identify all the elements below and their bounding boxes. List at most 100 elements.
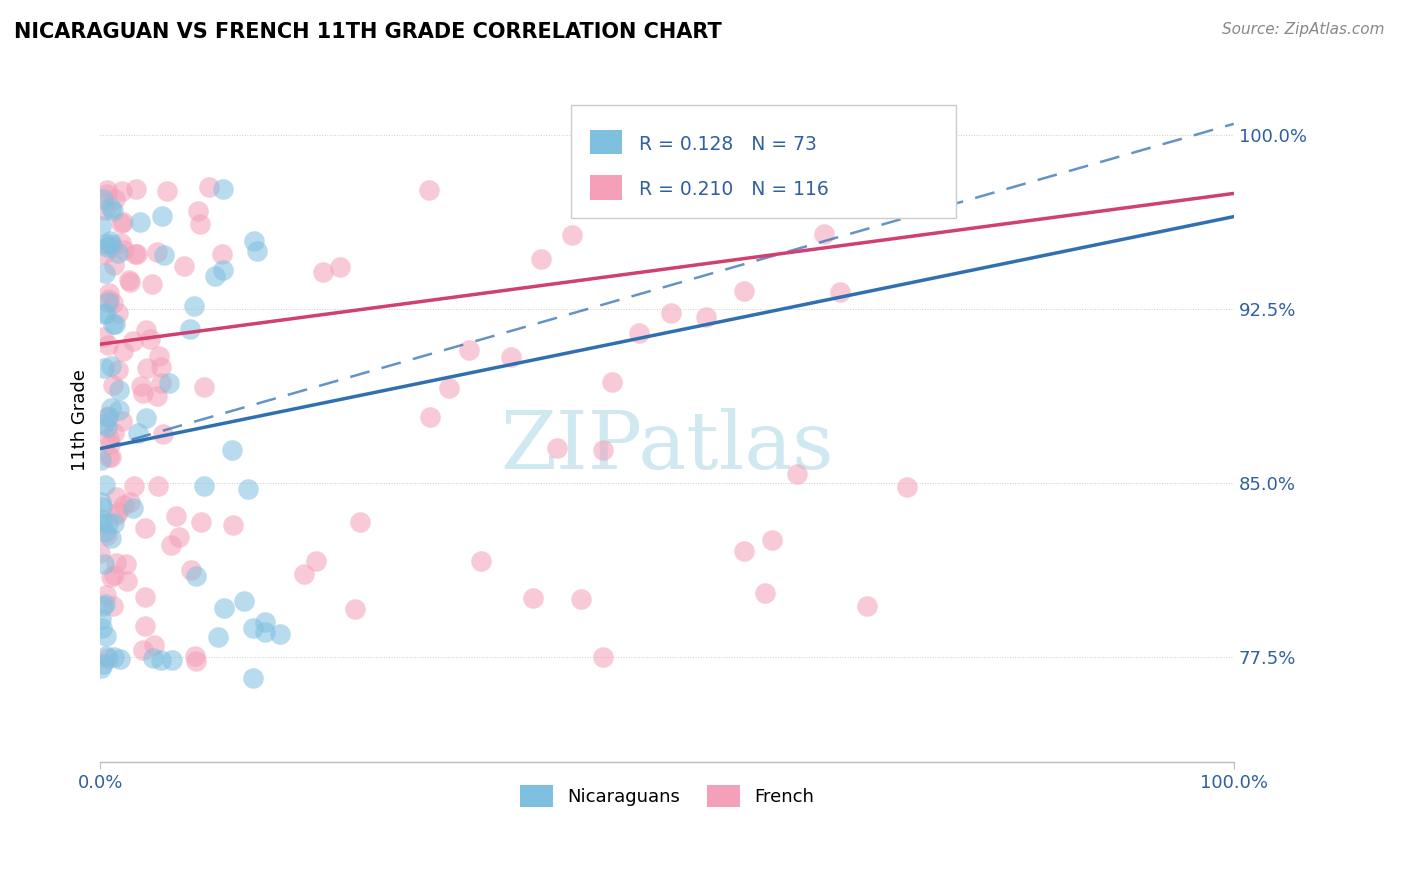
Point xyxy=(761,533,783,547)
Point xyxy=(269,627,291,641)
Point xyxy=(94,597,117,611)
Point xyxy=(103,649,125,664)
Point xyxy=(91,193,114,207)
Point xyxy=(96,183,118,197)
Point xyxy=(107,306,129,320)
Point xyxy=(96,186,118,201)
Point xyxy=(157,376,180,390)
Point xyxy=(90,219,112,234)
Point xyxy=(207,630,229,644)
Legend: Nicaraguans, French: Nicaraguans, French xyxy=(513,778,821,814)
Point xyxy=(91,599,114,614)
Point xyxy=(659,306,682,320)
Point xyxy=(103,516,125,531)
Point xyxy=(173,259,195,273)
Point xyxy=(813,227,835,241)
Point xyxy=(94,588,117,602)
Point xyxy=(100,531,122,545)
Point xyxy=(183,299,205,313)
Point xyxy=(93,417,115,431)
Text: R = 0.128   N = 73: R = 0.128 N = 73 xyxy=(638,135,817,153)
Point xyxy=(329,260,352,274)
Point xyxy=(111,414,134,428)
Point xyxy=(855,599,877,613)
Point xyxy=(418,183,440,197)
Point xyxy=(111,215,134,229)
Point xyxy=(152,426,174,441)
Point xyxy=(145,389,167,403)
Point xyxy=(695,310,717,324)
Point xyxy=(180,563,202,577)
Point xyxy=(94,629,117,643)
Point xyxy=(110,236,132,251)
Point xyxy=(93,360,115,375)
Point xyxy=(118,273,141,287)
Point xyxy=(89,546,111,560)
Point xyxy=(754,585,776,599)
Point xyxy=(232,594,254,608)
Point xyxy=(243,234,266,248)
Point xyxy=(90,495,112,509)
Point xyxy=(110,216,132,230)
Point xyxy=(90,621,112,635)
Point xyxy=(349,515,371,529)
Point xyxy=(530,252,553,266)
Point xyxy=(98,436,121,450)
Point xyxy=(94,306,117,320)
Point xyxy=(193,478,215,492)
Point xyxy=(127,426,149,441)
Point xyxy=(98,285,121,300)
Point xyxy=(93,247,115,261)
Point xyxy=(638,169,661,183)
Point xyxy=(129,379,152,393)
Point xyxy=(148,349,170,363)
Point xyxy=(125,181,148,195)
Text: ZIPatlas: ZIPatlas xyxy=(501,408,834,486)
Point xyxy=(112,244,135,258)
Point xyxy=(90,661,112,675)
Point xyxy=(104,557,127,571)
Point xyxy=(221,442,243,457)
Point xyxy=(98,450,121,465)
Point xyxy=(115,558,138,572)
Point xyxy=(97,516,120,531)
Point xyxy=(97,650,120,665)
Point xyxy=(561,227,583,242)
Point xyxy=(135,411,157,425)
Point xyxy=(304,554,326,568)
Text: R = 0.210   N = 116: R = 0.210 N = 116 xyxy=(638,180,828,199)
Point xyxy=(184,649,207,664)
Point xyxy=(98,431,121,445)
Point xyxy=(101,599,124,613)
Point xyxy=(135,361,157,376)
Point xyxy=(179,322,201,336)
Point xyxy=(108,403,131,417)
Point xyxy=(91,657,114,671)
Point xyxy=(91,330,114,344)
Point xyxy=(242,671,264,685)
Point xyxy=(96,528,118,542)
Point xyxy=(97,410,120,425)
Point xyxy=(91,500,114,514)
Point xyxy=(96,420,118,434)
Point xyxy=(103,317,125,331)
Point xyxy=(242,621,264,635)
Point xyxy=(212,600,235,615)
Point xyxy=(108,651,131,665)
Point xyxy=(132,643,155,657)
Point xyxy=(104,317,127,331)
Point xyxy=(600,375,623,389)
Point xyxy=(211,247,233,261)
Point xyxy=(204,268,226,283)
Point xyxy=(100,401,122,415)
Point xyxy=(733,285,755,299)
Point xyxy=(292,567,315,582)
Point xyxy=(120,276,142,290)
Point xyxy=(93,266,115,280)
Point xyxy=(90,612,112,626)
Point xyxy=(457,343,479,357)
Point xyxy=(94,236,117,251)
Point xyxy=(470,554,492,568)
Point xyxy=(499,350,522,364)
Point xyxy=(124,247,146,261)
